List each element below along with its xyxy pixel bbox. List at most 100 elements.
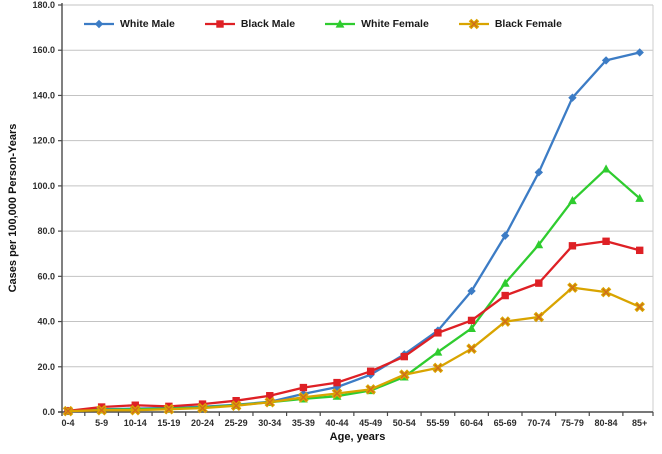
data-point-diamond (601, 56, 611, 65)
x-tick-label: 5-9 (95, 418, 108, 428)
x-tick-label: 55-59 (426, 418, 449, 428)
data-point-diamond (635, 48, 644, 57)
data-point-diamond (500, 231, 510, 240)
y-tick-label: 100.0 (32, 181, 55, 191)
x-tick-label: 80-84 (595, 418, 618, 428)
x-tick-label: 60-64 (460, 418, 483, 428)
x-tick-label: 65-69 (494, 418, 517, 428)
y-tick-label: 80.0 (37, 226, 55, 236)
data-point-diamond (94, 19, 104, 29)
series-line (66, 240, 641, 413)
data-point-square (299, 383, 308, 392)
data-point-square (636, 246, 644, 255)
data-point-x (298, 392, 309, 403)
data-point-x (533, 311, 545, 323)
series-black-male (64, 237, 644, 415)
y-tick-label: 60.0 (37, 271, 55, 281)
data-point-triangle (601, 164, 611, 173)
data-point-diamond (534, 168, 544, 177)
data-point-square (400, 352, 408, 361)
series-line (66, 51, 641, 413)
x-tick-labels: 0-4 5-9 10-14 15-19 20-24 25-29 30-34 35-39 40-4… (61, 412, 654, 428)
data-point-square (467, 316, 476, 325)
x-axis-title: Age, years (329, 431, 386, 443)
data-point-triangle (534, 240, 544, 249)
data-point-square (97, 403, 106, 411)
data-point-x (567, 282, 578, 293)
x-tick-label: 70-74 (527, 418, 550, 428)
y-axis-title: Cases per 100,000 Person-Years (7, 123, 19, 293)
series-line (66, 167, 641, 413)
data-point-x (365, 384, 376, 395)
data-point-square (216, 20, 224, 28)
y-tick-label: 140.0 (32, 90, 55, 100)
legend-item-black-female: Black Female (458, 17, 562, 31)
x-tick-label: 35-39 (292, 418, 315, 428)
x-tick-label: 0-4 (61, 418, 74, 428)
series-black-female (62, 282, 645, 417)
data-point-x (331, 388, 343, 399)
data-point-square (535, 279, 543, 287)
data-point-square (501, 291, 509, 300)
legend-item-white-female: White Female (325, 17, 429, 31)
x-tick-label: 75-79 (561, 418, 584, 428)
data-point-x (432, 362, 444, 374)
legend-label: White Male (120, 18, 175, 30)
y-tick-label: 0.0 (42, 407, 55, 417)
data-point-x (399, 369, 410, 380)
data-point-x (129, 404, 141, 416)
y-tick-label: 180.0 (32, 0, 55, 10)
x-tick-label: 45-49 (359, 418, 382, 428)
legend-marker-diamond-icon (84, 19, 114, 29)
series-line (66, 286, 641, 413)
data-point-square (198, 400, 207, 408)
y-tick-labels: 0.0 20.0 40.0 60.0 80.0 100.0 120.0 140.0 160.0 1… (32, 0, 62, 417)
data-point-x (96, 404, 107, 416)
chart-legend: White Male Black Male White Female Black Fe… (84, 17, 562, 31)
data-point-triangle (500, 278, 510, 287)
data-point-square (131, 401, 139, 409)
data-point-square (333, 378, 341, 387)
data-point-triangle (568, 195, 577, 205)
x-tick-label: 20-24 (191, 418, 214, 428)
axes (58, 3, 653, 416)
legend-label: Black Male (240, 18, 296, 30)
y-tick-label: 20.0 (37, 362, 55, 372)
legend-item-black-male: Black Male (204, 17, 296, 31)
gridlines (62, 4, 653, 368)
data-point-square (366, 367, 375, 375)
data-point-square (165, 402, 173, 411)
data-point-x (499, 316, 511, 327)
legend-item-white-male: White Male (84, 17, 175, 31)
data-point-square (602, 237, 610, 245)
y-tick-label: 40.0 (37, 317, 55, 327)
data-point-square (232, 396, 240, 405)
legend-marker-x-icon (458, 18, 489, 30)
x-tick-label: 30-34 (258, 418, 281, 428)
data-point-x (163, 404, 175, 415)
legend-label: Black Female (494, 18, 562, 30)
data-point-x (468, 18, 480, 30)
legend-marker-triangle-icon (325, 19, 356, 28)
data-point-x (600, 286, 612, 298)
data-point-x (62, 405, 74, 417)
data-point-triangle (335, 19, 345, 28)
data-point-triangle (635, 193, 645, 202)
data-point-diamond (568, 93, 577, 102)
data-point-x (230, 400, 242, 411)
legend-label: White Female (361, 18, 429, 30)
data-point-square (434, 329, 442, 337)
series-white-male (63, 48, 644, 416)
data-point-triangle (467, 323, 476, 332)
x-tick-label: 40-44 (326, 418, 349, 428)
data-point-diamond (467, 286, 476, 296)
x-tick-label: 85+ (632, 418, 647, 428)
x-tick-label: 15-19 (157, 418, 180, 428)
x-tick-label: 10-14 (124, 418, 147, 428)
data-point-triangle (433, 347, 443, 356)
y-tick-label: 120.0 (32, 136, 55, 146)
data-point-square (568, 242, 577, 250)
legend-marker-square-icon (204, 20, 235, 28)
